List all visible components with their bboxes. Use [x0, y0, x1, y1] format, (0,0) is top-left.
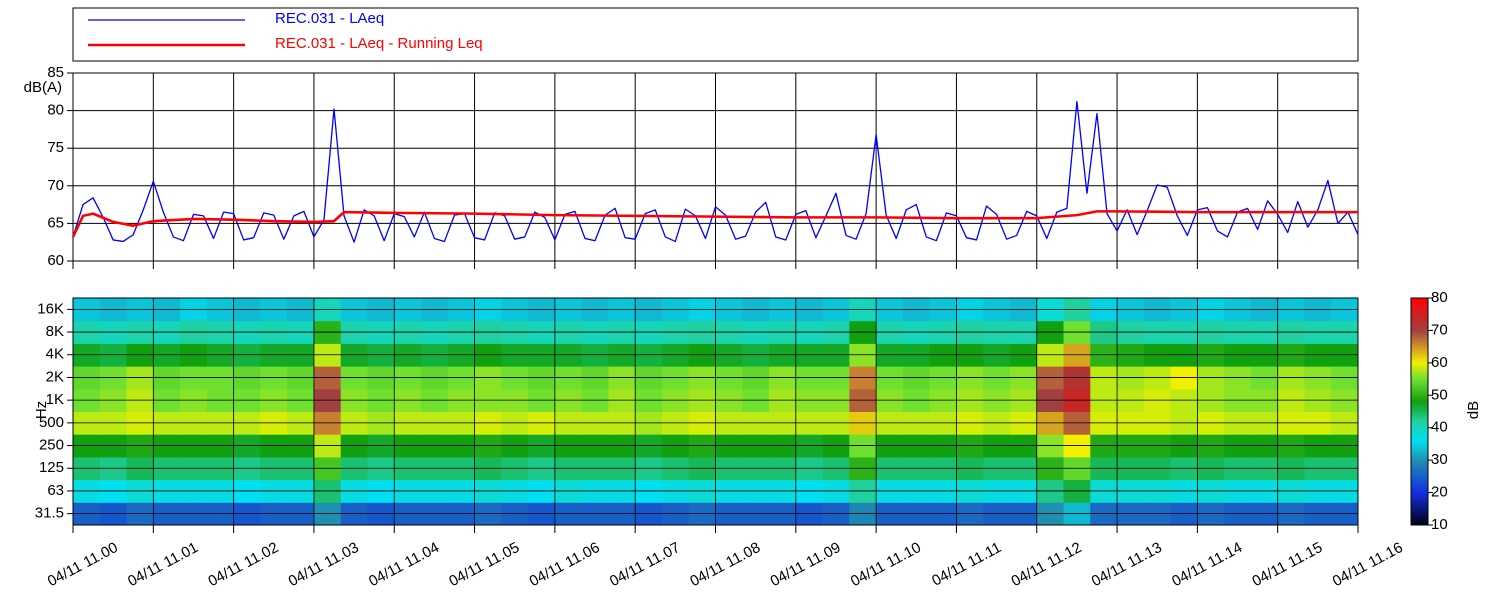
x-tick-label: 04/11 11.13 — [1089, 539, 1165, 590]
y-tick-label: 80 — [47, 102, 64, 119]
colorbar-tick-label: 80 — [1431, 289, 1448, 306]
colorbar-tick-label: 70 — [1431, 321, 1448, 338]
x-tick-label: 04/11 11.15 — [1249, 539, 1325, 590]
y-tick-label: 500 — [39, 414, 64, 431]
x-tick-label: 04/11 11.02 — [205, 539, 281, 590]
y-tick-label: 63 — [47, 482, 64, 499]
x-tick-label: 04/11 11.06 — [527, 539, 603, 590]
y-tick-label: 31.5 — [35, 505, 64, 522]
colorbar-label: dB — [1465, 401, 1482, 419]
x-tick-label: 04/11 11.11 — [929, 539, 1004, 590]
legend-label: REC.031 - LAeq - Running Leq — [275, 35, 483, 52]
y-tick-label: 16K — [37, 300, 64, 317]
y-tick-label: 60 — [47, 252, 64, 269]
x-tick-label: 04/11 11.09 — [768, 539, 844, 590]
x-tick-label: 04/11 11.01 — [125, 539, 201, 590]
x-tick-label: 04/11 11.12 — [1009, 539, 1085, 590]
x-tick-label: 04/11 11.14 — [1169, 539, 1245, 590]
x-tick-label: 04/11 11.08 — [687, 539, 763, 590]
colorbar-tick-label: 40 — [1431, 419, 1448, 436]
y-tick-label: 2K — [46, 368, 64, 385]
colorbar — [1411, 298, 1428, 525]
legend-label: REC.031 - LAeq — [275, 10, 384, 27]
colorbar-tick-label: 10 — [1431, 516, 1448, 533]
x-tick-label: 04/11 11.04 — [366, 539, 442, 590]
y-tick-label: 8K — [46, 323, 64, 340]
x-tick-label: 04/11 11.03 — [286, 539, 362, 590]
y-tick-label: 1K — [46, 391, 64, 408]
x-tick-label: 04/11 11.07 — [607, 539, 683, 590]
x-tick-label: 04/11 11.16 — [1330, 539, 1406, 590]
y-tick-label: 70 — [47, 177, 64, 194]
y-tick-label: 75 — [47, 139, 64, 156]
colorbar-tick-label: 50 — [1431, 386, 1448, 403]
colorbar-tick-label: 30 — [1431, 451, 1448, 468]
y-tick-label: 125 — [39, 459, 64, 476]
y-tick-label: 250 — [39, 437, 64, 454]
colorbar-tick-label: 20 — [1431, 484, 1448, 501]
x-tick-label: 04/11 11.00 — [45, 539, 121, 590]
y-tick-label: 4K — [46, 346, 64, 363]
x-tick-label: 04/11 11.05 — [446, 539, 522, 590]
colorbar-tick-label: 60 — [1431, 354, 1448, 371]
y-tick-label: 85 — [47, 64, 64, 81]
y-tick-label: 65 — [47, 214, 64, 231]
legend-box — [73, 8, 1358, 61]
x-tick-label: 04/11 11.10 — [848, 539, 924, 590]
chart: dB(A) Hz dB 606570758085REC.031 - LAeqRE… — [0, 0, 1488, 612]
y-axis-label: dB(A) — [24, 79, 62, 96]
